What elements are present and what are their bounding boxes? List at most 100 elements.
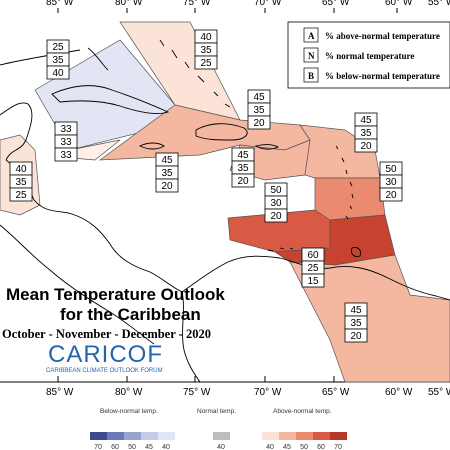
legend-normal-swatch — [213, 432, 230, 440]
map-title-line1: Mean Temperature Outlook — [6, 285, 225, 304]
caricof-logo: CARICOF CARIBBEAN CLIMATE OUTLOOK FORUM — [46, 341, 163, 374]
lon-label-60w-bottom: 60° W — [385, 387, 413, 398]
prob-value: 40 — [52, 68, 64, 79]
color-scale-legend: Below-normal temp. Normal temp. Above-no… — [90, 408, 347, 450]
legend-tick-label: 60 — [111, 444, 119, 450]
prob-value: 15 — [307, 276, 319, 287]
prob-value: 50 — [270, 185, 282, 196]
coast-colombia-west — [181, 291, 201, 383]
prob-value: 20 — [360, 141, 372, 152]
legend-swatches — [90, 432, 347, 440]
prob-value: 45 — [237, 150, 249, 161]
prob-value: 25 — [307, 263, 319, 274]
coast-puerto-rico — [254, 144, 280, 150]
prob-value: 35 — [360, 128, 372, 139]
prob-value: 45 — [350, 305, 362, 316]
svg-text:N: N — [308, 51, 315, 61]
map-title-line2: for the Caribbean — [60, 305, 201, 324]
coast-trinidad — [351, 247, 361, 257]
lon-label-80w: 80° W — [115, 0, 143, 8]
svg-text:A: A — [308, 31, 315, 41]
key-row-normal: N % normal temperature — [303, 47, 414, 63]
legend-tick-label: 70 — [94, 444, 102, 450]
legend-tick-label: 45 — [145, 444, 153, 450]
zone-guianas — [289, 254, 450, 383]
lon-label-55w-bottom: 55° W — [428, 387, 450, 398]
prob-value: 40 — [200, 32, 212, 43]
prob-value: 20 — [237, 176, 249, 187]
title-block: Mean Temperature Outlook for the Caribbe… — [2, 285, 225, 341]
legend-above-swatch — [296, 432, 313, 440]
legend-tick-label: 70 — [334, 444, 342, 450]
prob-value: 33 — [60, 124, 72, 135]
legend-below-label: Below-normal temp. — [100, 408, 158, 415]
prob-value: 35 — [200, 45, 212, 56]
legend-above-swatch — [262, 432, 279, 440]
coast-florida — [87, 47, 109, 71]
prob-value: 45 — [161, 155, 173, 166]
longitude-labels-bottom: 85° W 80° W 75° W 70° W 65° W 60° W 55° … — [46, 387, 450, 398]
probability-key: A % above-normal temperature N % normal … — [287, 21, 450, 89]
lon-label-65w: 65° W — [322, 0, 350, 8]
prob-value: 35 — [237, 163, 249, 174]
prob-triplet-bahamas: 40 35 25 — [194, 29, 218, 70]
lon-label-60w: 60° W — [385, 0, 413, 8]
prob-triplet-central-america-west: 33 33 33 — [54, 121, 78, 162]
prob-triplet-lesser-antilles-north: 45 35 20 — [354, 112, 378, 153]
lon-label-80w-bottom: 80° W — [115, 387, 143, 398]
key-row-below: B % below-normal temperature — [303, 67, 440, 83]
prob-value: 25 — [15, 190, 27, 201]
prob-triplet-puerto-rico: 45 35 20 — [231, 147, 255, 188]
lon-label-70w: 70° W — [254, 0, 282, 8]
coast-central-america — [5, 159, 183, 293]
prob-triplet-jamaica: 45 35 20 — [155, 152, 179, 193]
lon-label-70w-bottom: 70° W — [254, 387, 282, 398]
lon-label-75w: 75° W — [183, 0, 211, 8]
longitude-labels-top: 85° W 80° W 75° W 70° W 65° W 60° W 55° … — [46, 0, 450, 8]
probability-labels: 40 35 25 33 33 33 25 35 40 40 35 25 45 35 20 45 35 20 45 35… — [9, 29, 403, 343]
coast-lesser-antilles — [335, 145, 354, 220]
legend-tick-label: 40 — [217, 444, 225, 450]
prob-triplet-hispaniola-north: 45 35 20 — [247, 89, 271, 130]
legend-tick-label: 45 — [283, 444, 291, 450]
prob-value: 30 — [385, 177, 397, 188]
legend-above-swatch — [313, 432, 330, 440]
svg-text:% above-normal temperature: % above-normal temperature — [325, 31, 440, 41]
legend-tick-label: 50 — [128, 444, 136, 450]
prob-value: 20 — [253, 118, 265, 129]
legend-ticks: 70 60 50 45 40 40 40 45 50 60 70 — [94, 444, 342, 450]
zone-windward-islands — [314, 177, 386, 221]
prob-value: 20 — [385, 190, 397, 201]
svg-text:B: B — [308, 71, 314, 81]
prob-value: 35 — [253, 105, 265, 116]
coast-yucatan — [0, 102, 33, 161]
prob-value: 60 — [307, 250, 319, 261]
legend-tick-label: 40 — [266, 444, 274, 450]
legend-below-swatch — [141, 432, 158, 440]
lon-label-75w-bottom: 75° W — [183, 387, 211, 398]
prob-value: 25 — [200, 58, 212, 69]
prob-value: 20 — [161, 181, 173, 192]
prob-value: 33 — [60, 137, 72, 148]
prob-value: 20 — [270, 211, 282, 222]
prob-triplet-windward-islands: 50 30 20 — [379, 161, 403, 202]
lon-label-55w: 55° W — [428, 0, 450, 8]
prob-value: 40 — [15, 164, 27, 175]
prob-value: 20 — [350, 331, 362, 342]
prob-value: 33 — [60, 150, 72, 161]
coast-abc-islands — [267, 247, 294, 252]
caricof-logo-subtitle: CARIBBEAN CLIMATE OUTLOOK FORUM — [46, 368, 163, 374]
prob-value: 35 — [15, 177, 27, 188]
lon-label-85w: 85° W — [46, 0, 74, 8]
prob-value: 45 — [253, 92, 265, 103]
prob-value: 25 — [52, 42, 64, 53]
prob-triplet-guianas: 45 35 20 — [344, 302, 368, 343]
lon-label-85w-bottom: 85° W — [46, 387, 74, 398]
legend-tick-label: 60 — [317, 444, 325, 450]
legend-above-swatch — [330, 432, 347, 440]
legend-above-label: Above-normal temp. — [273, 408, 332, 415]
legend-below-swatch — [124, 432, 141, 440]
svg-text:% below-normal temperature: % below-normal temperature — [325, 71, 440, 81]
legend-tick-label: 40 — [162, 444, 170, 450]
